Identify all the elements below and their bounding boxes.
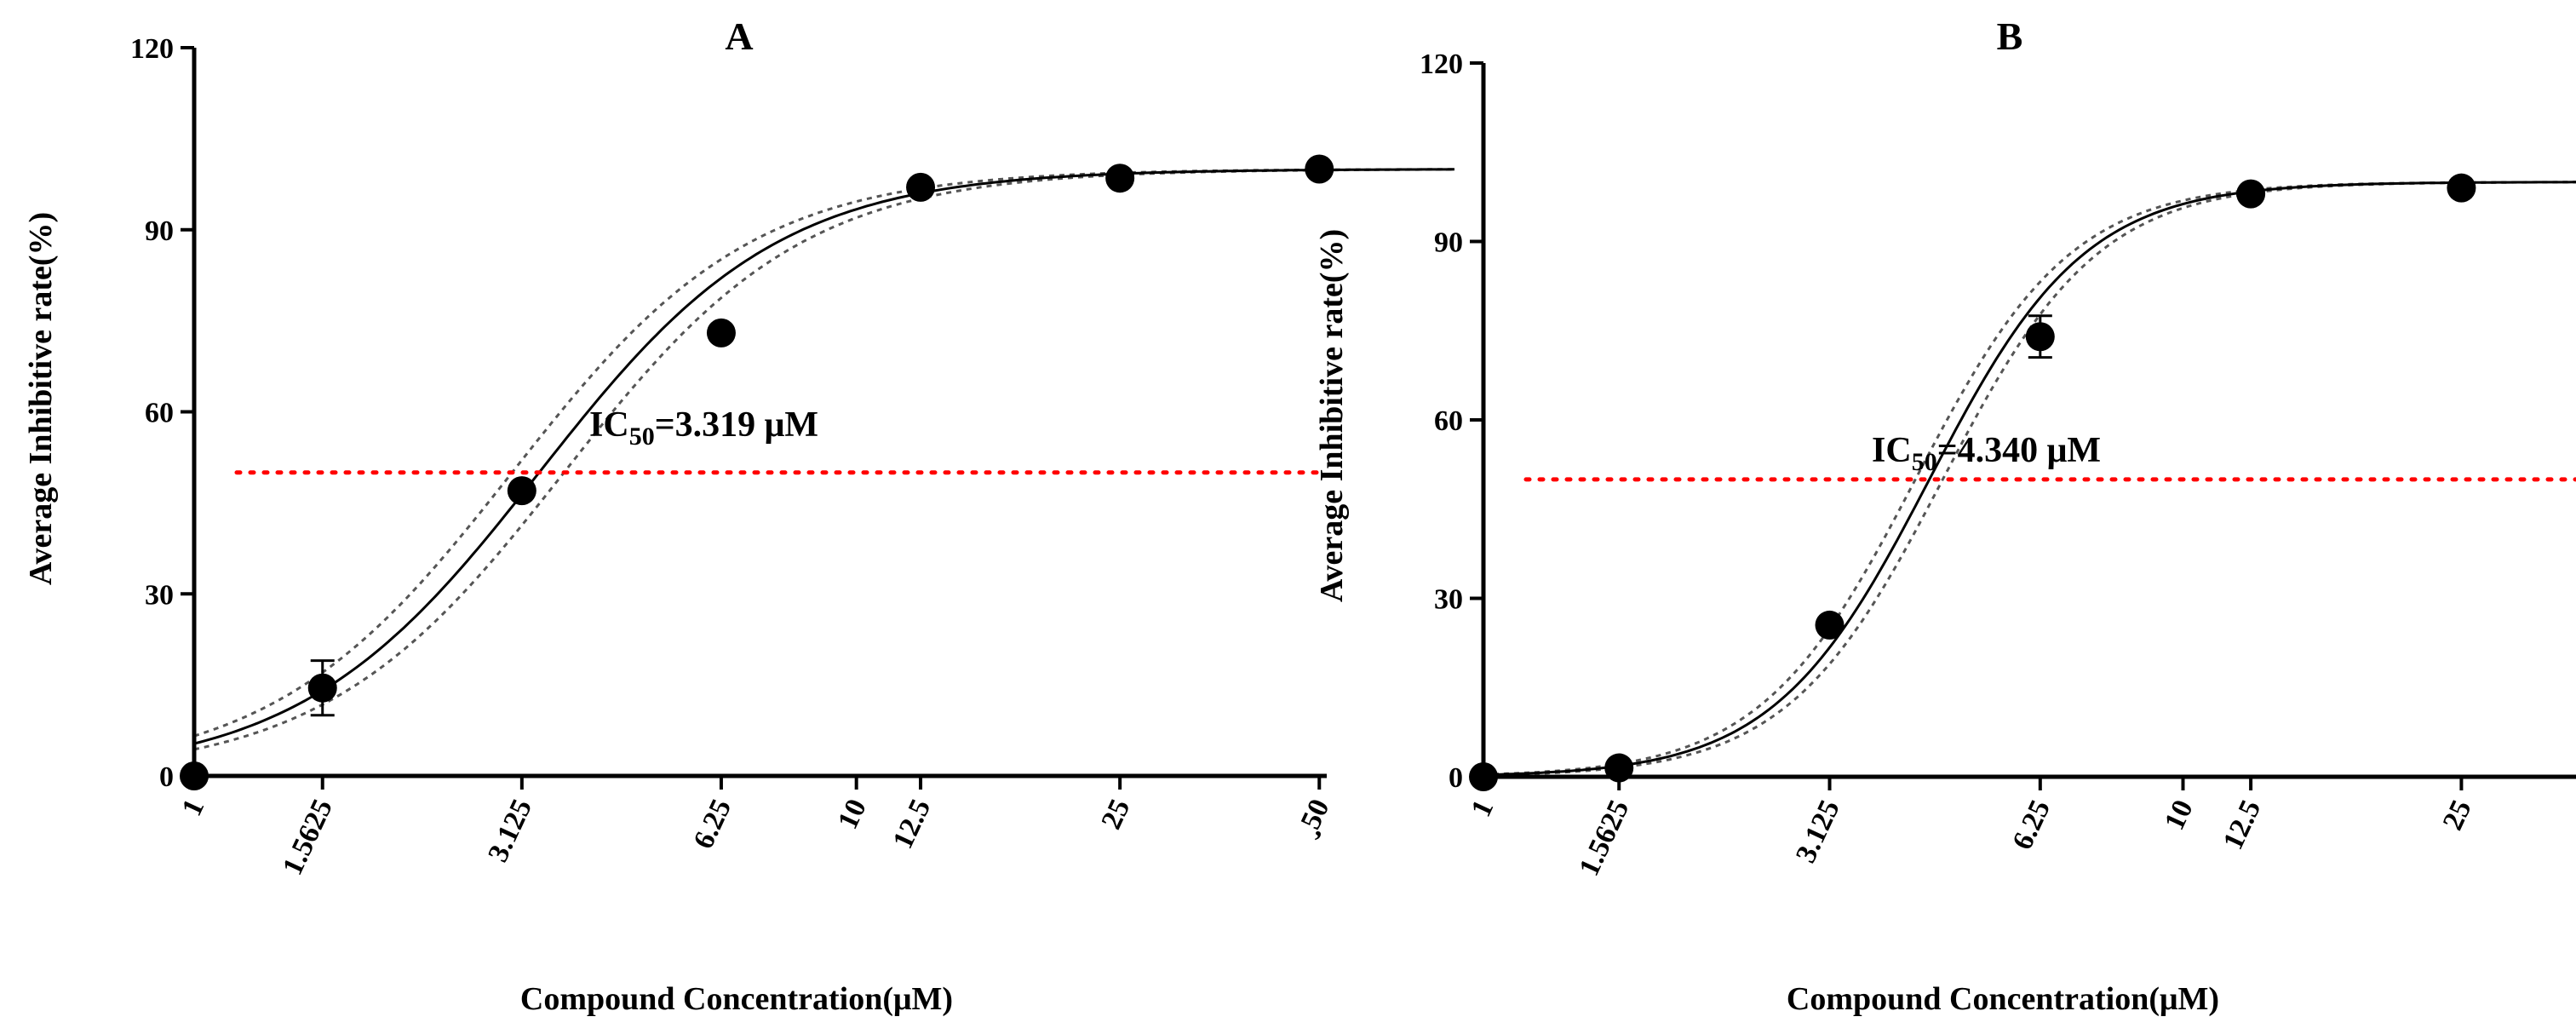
panel-a-y-tick-label: 60	[145, 398, 174, 429]
panel-a-data-point	[1305, 154, 1334, 184]
panel-a-y-tick-label: 0	[159, 761, 174, 793]
panel-a-x-tick-extra: ,	[1315, 811, 1322, 842]
panel-b-fit-lower-ci	[1483, 181, 2576, 777]
panel-b-y-tick-label: 30	[1434, 584, 1463, 616]
panel-a-fit-upper-ci	[193, 168, 1454, 738]
panel-a-fit-curve	[193, 168, 1455, 745]
panel-a-x-tick-label: 12.5	[887, 795, 938, 854]
panel-a-x-tick-label: 1	[176, 795, 211, 821]
panel-a-y-axis-label: Average Inhibitive rate(%)	[23, 212, 59, 585]
panel-a-y-tick-label: 120	[130, 33, 174, 65]
panel-b-y-axis-label: Average Inhibitive rate(%)	[1314, 229, 1350, 602]
panel-b-x-axis-label: Compound Concentration(μM)	[1787, 981, 2219, 1017]
panel-b-x-tick-label: 25	[2437, 796, 2478, 835]
panel-b-title: B	[1997, 14, 2023, 58]
panel-b-y-tick-label: 120	[1420, 49, 1463, 80]
panel-a-y-tick-label: 90	[145, 215, 174, 247]
panel-b-axes	[1481, 63, 2576, 779]
panel-b-data-point	[2236, 179, 2266, 209]
panel-b-curves	[1483, 181, 2576, 777]
panel-a-data-point	[1105, 164, 1135, 193]
panel-b-x-tick-label: 1.5625	[1573, 796, 1635, 881]
panel-a-y-ticks: 0 30 60 90 120	[130, 33, 194, 793]
panel-a-x-axis-label: Compound Concentration(μM)	[520, 981, 953, 1017]
panel-b-x-tick-label: 10	[2159, 796, 2200, 835]
panel-b-data-point	[2025, 322, 2055, 352]
panel-a-data-point	[706, 318, 736, 348]
panel-a-x-tick-label: 3.125	[482, 795, 538, 867]
panel-a-x-tick-label: 25	[1096, 795, 1137, 834]
panel-a-points	[180, 154, 1334, 790]
panel-a-x-tick-label: 1.5625	[277, 795, 339, 880]
panel-a-title: A	[725, 14, 753, 58]
panel-b-x-tick-label: 12.5	[2217, 796, 2268, 855]
panel-a-ic50-annotation: IC50=3.319 μM	[589, 405, 818, 451]
panel-a-curves	[193, 168, 1455, 751]
panel-b-data-point	[2447, 173, 2476, 203]
panel-b-x-tick-label: 3.125	[1790, 796, 1846, 868]
panel-b-data-point	[1815, 610, 1845, 640]
panel-b-fit-curve	[1483, 181, 2576, 777]
panel-a-x-ticks: 1 1.5625 3.125 6.25 10 12.5 25 50,	[176, 776, 1336, 880]
panel-a-fit-lower-ci	[193, 168, 1454, 751]
panel-a-data-point	[307, 673, 337, 703]
panel-a-y-tick-label: 30	[145, 579, 174, 611]
panel-b-x-tick-label: 1	[1466, 796, 1500, 822]
panel-b-y-tick-label: 0	[1449, 762, 1463, 794]
panel-b-y-tick-label: 60	[1434, 405, 1463, 437]
panel-b-y-tick-label: 90	[1434, 227, 1463, 259]
panel-b-x-tick-label: 6.25	[2006, 796, 2057, 855]
panel-a-data-point	[906, 172, 936, 202]
panel-a-x-tick-label: 6.25	[688, 795, 738, 854]
panel-b-ic50-annotation: IC50=4.340 μM	[1872, 431, 2101, 476]
panel-b-fit-upper-ci	[1483, 181, 2576, 776]
panel-a-data-point	[507, 476, 536, 506]
panel-a-x-tick-label: 10	[832, 795, 873, 834]
panel-b-y-ticks: 0 30 60 90 120	[1420, 49, 1483, 794]
